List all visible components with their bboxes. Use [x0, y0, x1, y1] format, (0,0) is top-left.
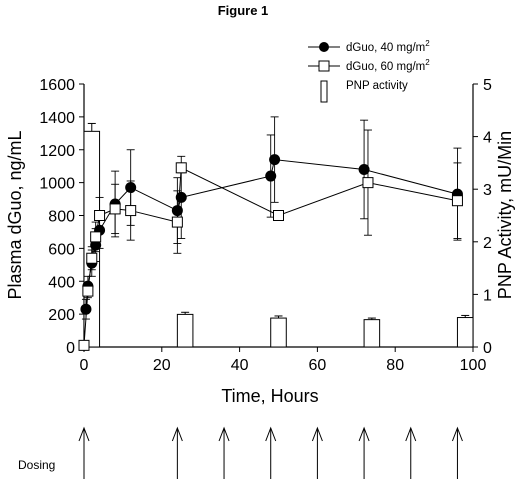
marker-open-square: [451, 195, 463, 207]
dosing-row: Dosing: [18, 426, 463, 479]
y-tick-label: 800: [48, 209, 75, 226]
right-y-tick-label: 3: [483, 182, 492, 199]
y-tick-label: 0: [66, 340, 75, 357]
legend-label-60: dGuo, 60 mg/m2: [346, 58, 430, 73]
dosing-arrow-head: [171, 426, 183, 442]
legend: dGuo, 40 mg/m2 dGuo, 60 mg/m2 PNP activi…: [308, 39, 430, 103]
marker-open-square: [78, 339, 90, 351]
error-bars: [81, 116, 462, 320]
x-tick-label: 0: [80, 357, 89, 374]
y-tick-label: 400: [48, 274, 75, 291]
left-y-axis-label: Plasma dGuo, ng/mL: [5, 130, 25, 299]
y-tick-label: 1600: [39, 77, 75, 94]
marker-open-square: [109, 203, 121, 215]
series-line-0: [85, 159, 458, 310]
y-tick-label: 600: [48, 241, 75, 258]
x-tick-label: 20: [153, 357, 171, 374]
marker-filled-circle: [80, 303, 92, 315]
marker-open-square: [125, 205, 137, 217]
pnp-bar: [270, 317, 287, 348]
y-tick-label: 1200: [39, 143, 75, 160]
x-tick-label: 80: [386, 357, 404, 374]
marker-open-square: [175, 162, 187, 174]
marker-filled-circle: [265, 170, 277, 182]
y-tick-label: 1000: [39, 176, 75, 193]
legend-label-pnp: PNP activity: [346, 80, 408, 92]
marker-open-square: [171, 216, 183, 228]
pnp-bar: [456, 317, 474, 348]
dosing-arrow-head: [78, 426, 90, 442]
marker-filled-circle: [358, 163, 370, 175]
series-markers: [78, 154, 463, 351]
marker-open-square: [94, 210, 106, 221]
marker-open-square: [273, 210, 284, 221]
x-ticks: 0 20 40 60 80 100: [80, 347, 487, 374]
right-y-tick-label: 1: [483, 287, 492, 304]
right-y-tick-label: 2: [483, 235, 492, 252]
dosing-arrow-head: [405, 426, 417, 442]
x-tick-label: 60: [309, 357, 327, 374]
chart-title: Figure 1: [218, 3, 269, 18]
x-tick-label: 40: [231, 357, 249, 374]
y-ticks-right: 0 1 2 3 4 5: [473, 77, 492, 357]
marker-open-square: [90, 231, 102, 243]
marker-filled-circle: [171, 205, 183, 217]
legend-marker-bar: [320, 80, 328, 103]
y-tick-label: 1400: [39, 110, 75, 127]
y-ticks-left: 0 200 400 600 800 1000 1200 1400 1600: [39, 77, 84, 357]
legend-label-40: dGuo, 40 mg/m2: [346, 39, 430, 54]
right-y-axis-label: PNP Activity, mU/Min: [495, 131, 515, 299]
dosing-label: Dosing: [18, 458, 55, 472]
pnp-bar: [176, 313, 194, 348]
marker-open-square: [86, 252, 98, 264]
dosing-arrow-head: [311, 426, 323, 442]
right-y-tick-label: 4: [483, 130, 492, 147]
dosing-arrow-head: [218, 426, 230, 442]
x-tick-label: 100: [460, 357, 487, 374]
marker-open-square: [362, 177, 374, 189]
right-y-tick-label: 5: [483, 77, 492, 94]
pnp-bar: [363, 319, 381, 348]
plot-area: 0 20 40 60 80 100 020040060080010001200140016…: [39, 77, 492, 374]
marker-filled-circle: [175, 191, 187, 203]
legend-marker-filled-circle: [319, 42, 329, 52]
dosing-arrow-head: [265, 426, 277, 442]
dosing-arrow-head: [358, 426, 370, 442]
legend-marker-open-square: [318, 60, 330, 72]
x-axis-label: Time, Hours: [221, 386, 318, 406]
dosing-arrow-head: [451, 426, 463, 442]
marker-filled-circle: [125, 182, 137, 194]
marker-open-square: [82, 285, 94, 297]
right-y-tick-label: 0: [483, 340, 492, 357]
y-tick-label: 200: [48, 307, 75, 324]
marker-filled-circle: [269, 154, 281, 166]
